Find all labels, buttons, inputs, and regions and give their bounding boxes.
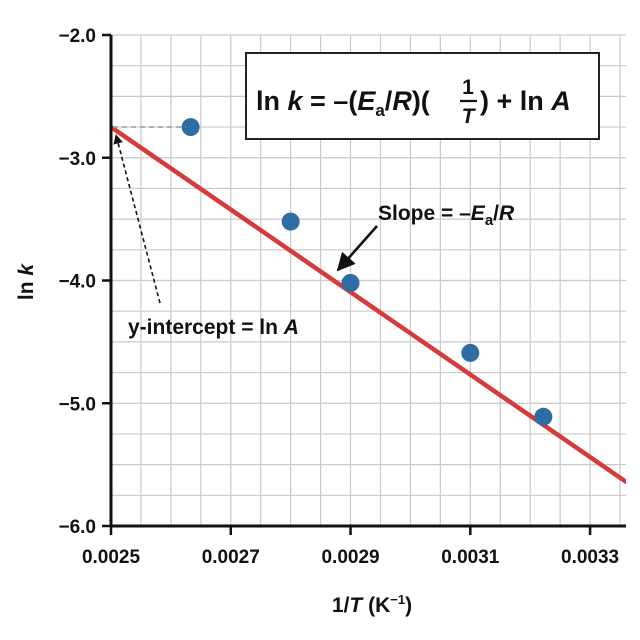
x-tick-label: 0.0033 [561, 547, 619, 568]
equation-tail: ) + ln A [480, 86, 571, 116]
data-point [181, 118, 200, 137]
fraction-denominator: T [462, 105, 477, 128]
equation-box: ln k = –(Ea/R)( 1 T ) + ln A [245, 52, 600, 140]
x-tick-label: 0.0025 [82, 547, 141, 568]
y-tick-label: −3.0 [58, 149, 96, 170]
data-point [461, 343, 480, 362]
y-axis-title: ln k [15, 263, 38, 301]
data-point [534, 407, 553, 426]
equation-text: ln k = –(Ea/R)( [256, 86, 430, 120]
best-fit-line [111, 124, 626, 485]
x-tick-label: 0.0029 [321, 547, 379, 568]
slope-arrow [336, 225, 378, 272]
data-points [181, 118, 553, 426]
fraction-numerator: 1 [462, 76, 474, 99]
y-tick-label: −6.0 [58, 517, 96, 538]
data-point [281, 212, 300, 231]
slope-label: Slope = –Ea/R [378, 202, 515, 229]
x-tick-label: 0.0031 [441, 547, 500, 568]
intercept-label: y-intercept = ln A [128, 316, 299, 339]
equation-frame [245, 52, 600, 140]
intercept-arrow [113, 134, 161, 304]
axis-ticks: 0.0025 0.0027 0.0029 0.0031 0.0033 −2.0 −3.0 −4… [58, 26, 619, 568]
y-tick-label: −5.0 [58, 394, 96, 415]
x-axis-title: 1/T (K−1) [332, 592, 412, 617]
x-tick-label: 0.0027 [202, 547, 260, 568]
data-point [341, 273, 360, 292]
y-tick-label: −2.0 [58, 26, 96, 47]
y-tick-label: −4.0 [58, 272, 96, 293]
